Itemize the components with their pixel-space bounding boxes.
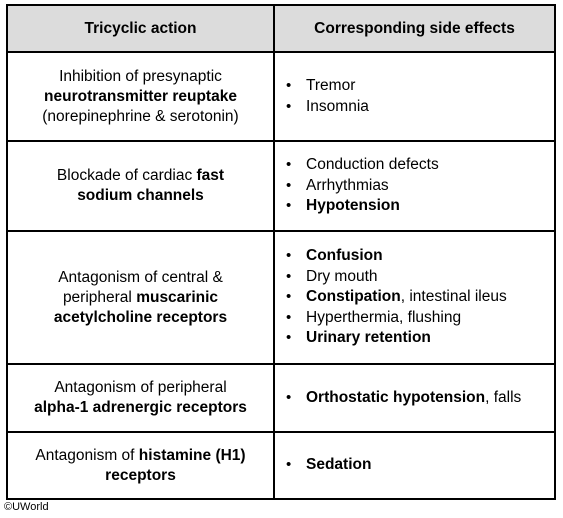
side-effect-item: Hypotension bbox=[285, 196, 548, 217]
action-cell: Antagonism of peripheral alpha-1 adrener… bbox=[6, 363, 275, 433]
action-cell: Antagonism of central & peripheral musca… bbox=[6, 230, 275, 365]
table-row: Antagonism of central & peripheral musca… bbox=[6, 230, 556, 365]
effects-cell: Confusion Dry mouth Constipation, intest… bbox=[273, 230, 556, 365]
table-header-row: Tricyclic action Corresponding side effe… bbox=[6, 4, 556, 53]
table-row: Inhibition of presynaptic neurotransmitt… bbox=[6, 51, 556, 142]
side-effect-item: Urinary retention bbox=[285, 328, 548, 349]
side-effect-item: Orthostatic hypotension, falls bbox=[285, 388, 548, 409]
effects-cell: Tremor Insomnia bbox=[273, 51, 556, 142]
side-effect-item: Hyperthermia, flushing bbox=[285, 308, 548, 329]
action-cell: Blockade of cardiac fast sodium channels bbox=[6, 140, 275, 232]
action-cell: Inhibition of presynaptic neurotransmitt… bbox=[6, 51, 275, 142]
effects-cell: Conduction defects Arrhythmias Hypotensi… bbox=[273, 140, 556, 232]
side-effect-item: Confusion bbox=[285, 246, 548, 267]
action-cell: Antagonism of histamine (H1) receptors bbox=[6, 431, 275, 500]
effects-cell: Sedation bbox=[273, 431, 556, 500]
side-effect-item: Tremor bbox=[285, 76, 548, 97]
table-row: Antagonism of peripheral alpha-1 adrener… bbox=[6, 363, 556, 433]
effects-cell: Orthostatic hypotension, falls bbox=[273, 363, 556, 433]
copyright-notice: ©UWorld bbox=[4, 501, 49, 513]
header-tricyclic-action: Tricyclic action bbox=[6, 4, 275, 53]
side-effect-item: Conduction defects bbox=[285, 155, 548, 176]
side-effect-item: Arrhythmias bbox=[285, 176, 548, 197]
header-side-effects: Corresponding side effects bbox=[273, 4, 556, 53]
side-effect-item: Insomnia bbox=[285, 97, 548, 118]
table-row: Blockade of cardiac fast sodium channels… bbox=[6, 140, 556, 232]
table-row: Antagonism of histamine (H1) receptors S… bbox=[6, 431, 556, 500]
side-effect-item: Constipation, intestinal ileus bbox=[285, 287, 548, 308]
side-effect-item: Sedation bbox=[285, 455, 548, 476]
side-effect-item: Dry mouth bbox=[285, 267, 548, 288]
side-effects-table: Tricyclic action Corresponding side effe… bbox=[6, 4, 556, 500]
